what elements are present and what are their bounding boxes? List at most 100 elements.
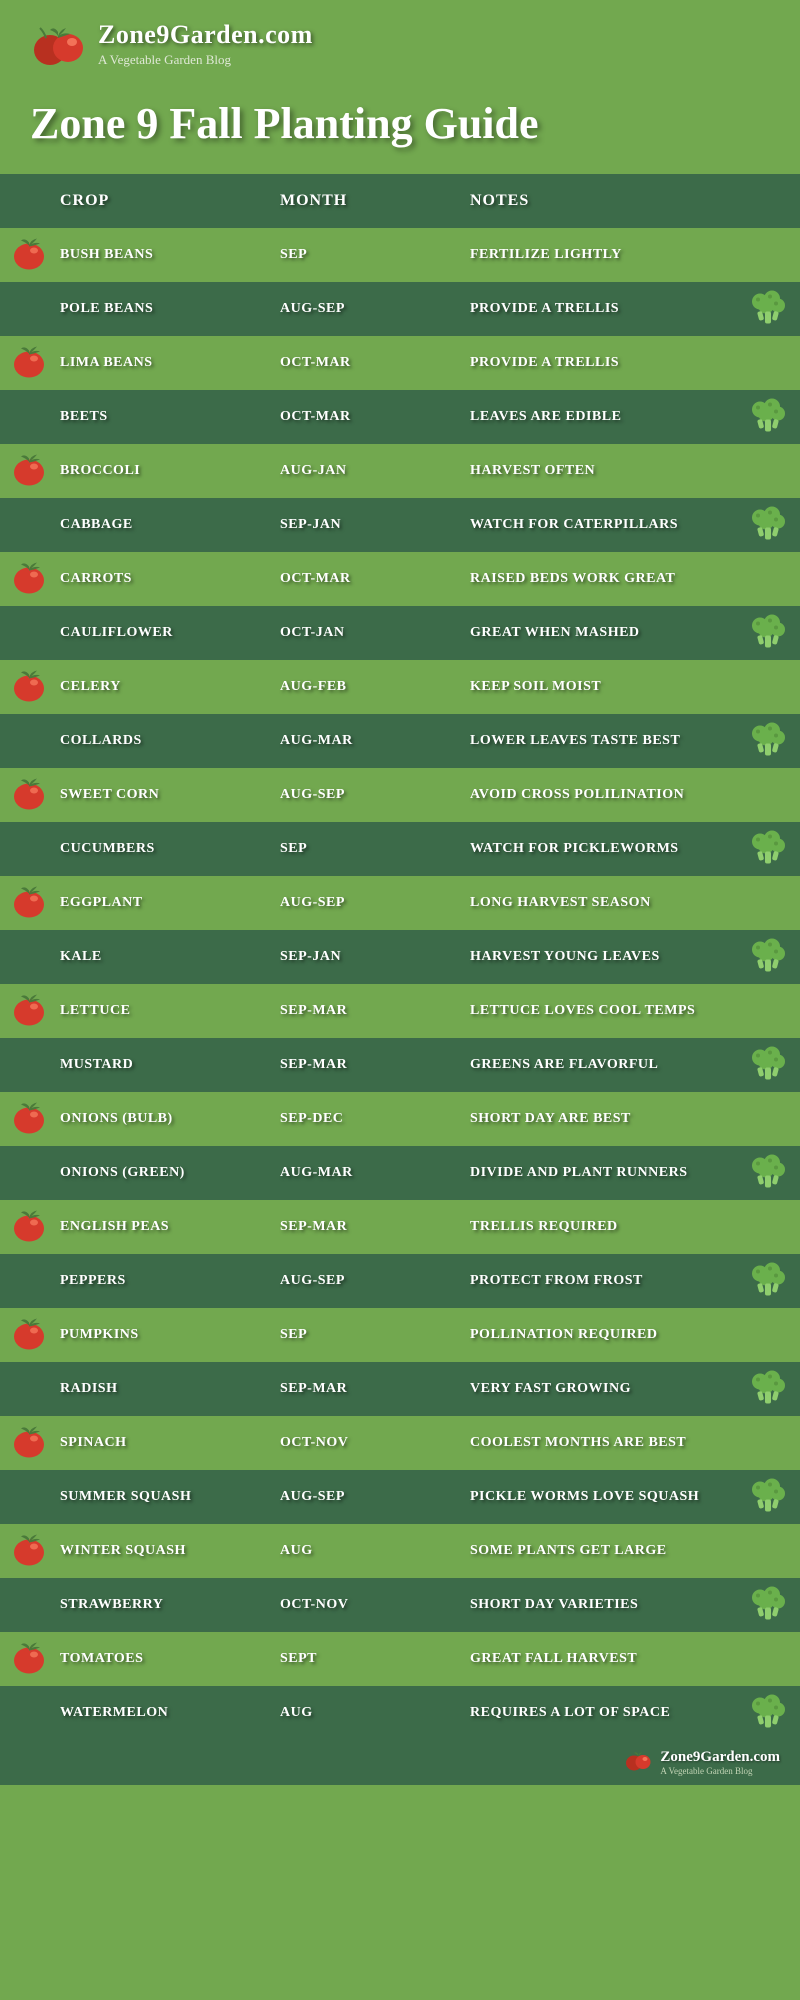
table-header: CROP MONTH NOTES [0,174,800,228]
table-row: POLE BEANS AUG-SEP PROVIDE A TRELLIS [0,282,800,336]
cell-month: AUG [280,1543,470,1559]
cell-crop: LIMA BEANS [60,355,280,371]
header: Zone9Garden.com A Vegetable Garden Blog [0,0,800,83]
table-row: BEETS OCT-MAR LEAVES ARE EDIBLE [0,390,800,444]
cell-month: SEP-JAN [280,949,470,965]
broccoli-icon [748,288,788,331]
cell-month: OCT-JAN [280,625,470,641]
cell-month: SEP-JAN [280,517,470,533]
table-row: CAULIFLOWER OCT-JAN GREAT WHEN MASHED [0,606,800,660]
table-row: KALE SEP-JAN HARVEST YOUNG LEAVES [0,930,800,984]
cell-notes: GREAT WHEN MASHED [470,625,740,641]
header-month: MONTH [280,192,470,210]
cell-notes: AVOID CROSS POLILINATION [470,787,740,803]
cell-crop: CABBAGE [60,517,280,533]
table-row: STRAWBERRY OCT-NOV SHORT DAY VARIETIES [0,1578,800,1632]
header-crop: CROP [60,192,280,210]
broccoli-icon [748,396,788,439]
rows-container: BUSH BEANS SEP FERTILIZE LIGHTLY POLE BE… [0,228,800,1740]
table-row: WINTER SQUASH AUG SOME PLANTS GET LARGE [0,1524,800,1578]
cell-crop: PEPPERS [60,1273,280,1289]
cell-notes: PROVIDE A TRELLIS [470,355,740,371]
infographic-container: Zone9Garden.com A Vegetable Garden Blog … [0,0,800,1785]
cell-month: SEP [280,841,470,857]
table-row: CUCUMBERS SEP WATCH FOR PICKLEWORMS [0,822,800,876]
cell-notes: REQUIRES A LOT OF SPACE [470,1705,740,1721]
cell-month: SEP-MAR [280,1219,470,1235]
tomato-icon [10,235,48,276]
cell-crop: POLE BEANS [60,301,280,317]
site-name: Zone9Garden.com [98,20,313,50]
cell-month: OCT-NOV [280,1597,470,1613]
cell-notes: SOME PLANTS GET LARGE [470,1543,740,1559]
cell-crop: KALE [60,949,280,965]
cell-notes: VERY FAST GROWING [470,1381,740,1397]
cell-crop: CUCUMBERS [60,841,280,857]
cell-notes: COOLEST MONTHS ARE BEST [470,1435,740,1451]
page-title: Zone 9 Fall Planting Guide [0,83,800,174]
cell-crop: MUSTARD [60,1057,280,1073]
cell-crop: STRAWBERRY [60,1597,280,1613]
table-row: ONIONS (GREEN) AUG-MAR DIVIDE AND PLANT … [0,1146,800,1200]
cell-month: AUG-SEP [280,1489,470,1505]
table-row: PEPPERS AUG-SEP PROTECT FROM FROST [0,1254,800,1308]
cell-notes: SHORT DAY VARIETIES [470,1597,740,1613]
cell-month: OCT-MAR [280,409,470,425]
cell-crop: CAULIFLOWER [60,625,280,641]
cell-crop: BUSH BEANS [60,247,280,263]
cell-crop: SWEET CORN [60,787,280,803]
cell-month: OCT-NOV [280,1435,470,1451]
cell-month: OCT-MAR [280,571,470,587]
table-row: CABBAGE SEP-JAN WATCH FOR CATERPILLARS [0,498,800,552]
tomato-icon [10,1639,48,1680]
cell-crop: SPINACH [60,1435,280,1451]
cell-notes: SHORT DAY ARE BEST [470,1111,740,1127]
cell-month: SEP [280,1327,470,1343]
tomato-icon [10,559,48,600]
broccoli-icon [748,1044,788,1087]
cell-notes: GREAT FALL HARVEST [470,1651,740,1667]
table-row: WATERMELON AUG REQUIRES A LOT OF SPACE [0,1686,800,1740]
table-row: TOMATOES SEPT GREAT FALL HARVEST [0,1632,800,1686]
table-row: SUMMER SQUASH AUG-SEP PICKLE WORMS LOVE … [0,1470,800,1524]
cell-month: SEP-DEC [280,1111,470,1127]
cell-notes: LETTUCE LOVES COOL TEMPS [470,1003,740,1019]
cell-month: AUG [280,1705,470,1721]
cell-month: SEP-MAR [280,1381,470,1397]
cell-crop: BEETS [60,409,280,425]
footer-text: Zone9Garden.com A Vegetable Garden Blog [660,1749,780,1776]
broccoli-icon [748,720,788,763]
cell-month: AUG-FEB [280,679,470,695]
cell-notes: RAISED BEDS WORK GREAT [470,571,740,587]
cell-notes: TRELLIS REQUIRED [470,1219,740,1235]
cell-notes: LEAVES ARE EDIBLE [470,409,740,425]
cell-notes: WATCH FOR PICKLEWORMS [470,841,740,857]
cell-notes: PICKLE WORMS LOVE SQUASH [470,1489,740,1505]
table-row: BUSH BEANS SEP FERTILIZE LIGHTLY [0,228,800,282]
footer-site-name: Zone9Garden.com [660,1749,780,1766]
tagline: A Vegetable Garden Blog [98,52,313,68]
cell-notes: HARVEST YOUNG LEAVES [470,949,740,965]
cell-notes: FERTILIZE LIGHTLY [470,247,740,263]
tomato-icon [10,1315,48,1356]
cell-crop: LETTUCE [60,1003,280,1019]
tomato-icon [10,1531,48,1572]
footer: Zone9Garden.com A Vegetable Garden Blog [0,1740,800,1785]
footer-tagline: A Vegetable Garden Blog [660,1766,752,1776]
cell-month: AUG-SEP [280,895,470,911]
table-row: RADISH SEP-MAR VERY FAST GROWING [0,1362,800,1416]
broccoli-icon [748,1584,788,1627]
cell-notes: DIVIDE AND PLANT RUNNERS [470,1165,740,1181]
broccoli-icon [748,504,788,547]
cell-notes: POLLINATION REQUIRED [470,1327,740,1343]
table-row: ONIONS (BULB) SEP-DEC SHORT DAY ARE BEST [0,1092,800,1146]
table-row: CARROTS OCT-MAR RAISED BEDS WORK GREAT [0,552,800,606]
cell-crop: SUMMER SQUASH [60,1489,280,1505]
table-row: PUMPKINS SEP POLLINATION REQUIRED [0,1308,800,1362]
table-row: EGGPLANT AUG-SEP LONG HARVEST SEASON [0,876,800,930]
cell-crop: ONIONS (BULB) [60,1111,280,1127]
tomato-icon [10,343,48,384]
broccoli-icon [748,612,788,655]
table-row: CELERY AUG-FEB KEEP SOIL MOIST [0,660,800,714]
table-row: MUSTARD SEP-MAR GREENS ARE FLAVORFUL [0,1038,800,1092]
